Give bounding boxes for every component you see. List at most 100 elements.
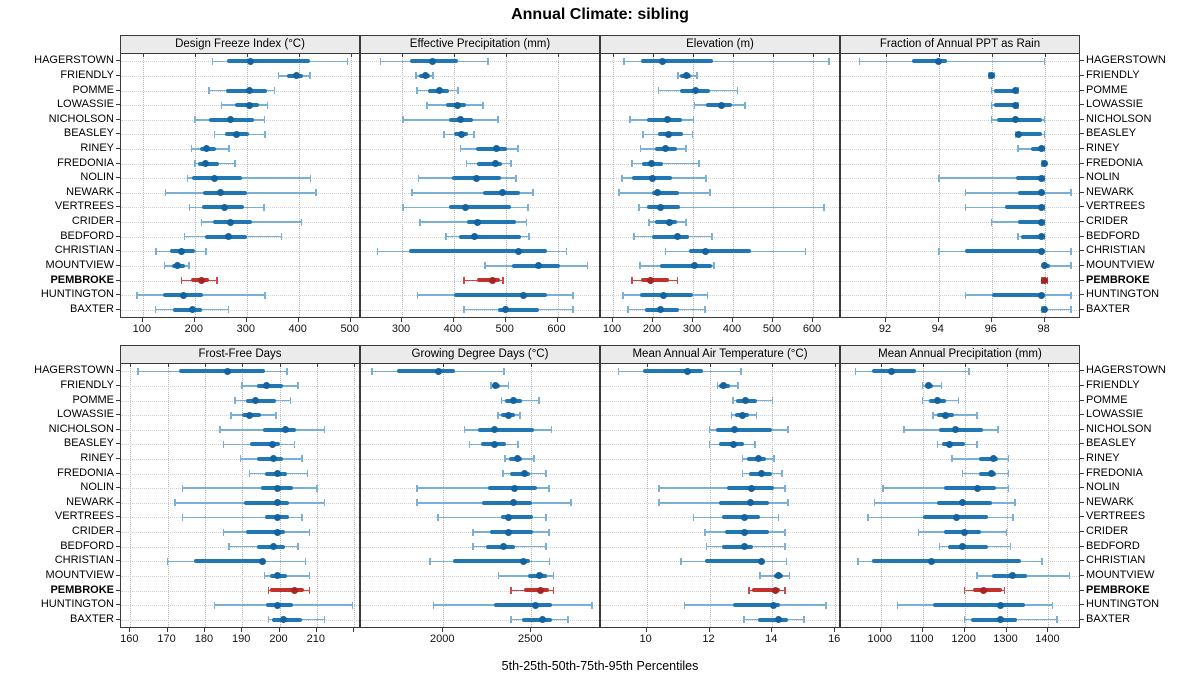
whisker-cap-high (316, 484, 318, 492)
median-dot (1041, 262, 1049, 270)
whisker-cap-high (788, 572, 791, 580)
axis-tick (166, 628, 168, 632)
station-label-right: NOLIN (1086, 171, 1120, 184)
median-dot (499, 543, 507, 551)
whisker-cap-low (932, 411, 934, 419)
whisker-cap-low (961, 470, 964, 478)
median-dot (457, 116, 465, 124)
whisker-cap-low (903, 426, 905, 434)
whisker-cap-high (502, 276, 504, 284)
row-guideline (601, 75, 839, 77)
whisker-cap-low (472, 543, 474, 551)
station-label-right: FRIENDLY (1086, 68, 1140, 81)
row-guideline (841, 309, 1079, 311)
interquartile-bar (257, 383, 284, 388)
whisker-cap-low (748, 586, 750, 594)
median-dot (281, 426, 289, 434)
whisker-cap-low (716, 382, 719, 390)
axis-tick-label: 500 (495, 323, 514, 335)
median-dot (510, 397, 518, 405)
row-guideline (361, 75, 599, 77)
median-dot (290, 586, 298, 594)
whisker-cap-high (550, 426, 553, 434)
median-dot (1038, 145, 1046, 153)
station-label-right: CHRISTIAN (1086, 244, 1146, 257)
median-dot (647, 276, 655, 284)
whisker-cap-low (938, 247, 940, 255)
median-dot (757, 557, 765, 565)
axis-tick (245, 318, 247, 322)
median-dot (274, 528, 282, 536)
whisker-cap-high (297, 382, 299, 390)
whisker-cap-low (497, 411, 499, 419)
whisker-cap-low (402, 203, 404, 211)
station-row-tick (116, 308, 120, 310)
row-guideline (601, 473, 839, 475)
whisker-cap-low (234, 397, 236, 405)
whisker-cap-high (740, 367, 742, 375)
station-label-left: MOUNTVIEW (45, 568, 114, 581)
axis-top-tick (167, 364, 169, 367)
median-dot (1038, 189, 1046, 197)
median-dot (232, 130, 240, 138)
whisker-cap-high (1005, 528, 1008, 536)
median-dot (979, 586, 987, 594)
axis-top-tick (709, 364, 711, 367)
axis-tick-label: 92 (878, 323, 892, 335)
median-dot (434, 367, 442, 375)
gridline (938, 54, 940, 317)
whisker-cap-high (517, 145, 519, 153)
axis-tick-label: 300 (682, 323, 702, 335)
whisker-cap-low (629, 116, 631, 124)
axis-tick-label: 400 (288, 323, 307, 335)
station-row-tick (1080, 279, 1084, 281)
row-guideline (121, 265, 359, 267)
median-dot (259, 557, 267, 565)
median-dot (471, 233, 479, 241)
interquartile-bar (1018, 132, 1042, 137)
whisker-cap-high (696, 72, 698, 80)
gridline (242, 364, 244, 627)
interquartile-bar (1004, 205, 1045, 210)
median-dot (491, 160, 499, 168)
median-dot (1012, 116, 1020, 124)
whisker-cap-high (1051, 601, 1054, 609)
row-guideline (361, 575, 599, 577)
gridline (773, 54, 774, 317)
interquartile-bar (722, 544, 754, 549)
whisker-cap-low (484, 262, 486, 270)
whisker-cap-low (432, 601, 435, 609)
whisker-cap-high (691, 130, 694, 138)
median-dot (245, 87, 253, 95)
interquartile-bar (408, 249, 547, 254)
axis-tick (530, 628, 532, 632)
whisker-cap-high (346, 57, 349, 65)
whisker-cap-low (730, 411, 733, 419)
interquartile-bar (172, 307, 203, 312)
interquartile-bar (659, 263, 712, 268)
gridline (316, 364, 318, 627)
panel-mean-annual-air-temperature-c: Mean Annual Air Temperature (°C) (600, 345, 840, 628)
panel-plot (841, 54, 1079, 317)
station-label-right: PEMBROKE (1086, 583, 1150, 596)
median-dot (959, 499, 966, 507)
median-dot (515, 247, 523, 255)
whisker-cap-high (692, 116, 695, 124)
station-label-right: PEMBROKE (1086, 273, 1150, 286)
row-guideline (121, 149, 359, 150)
whisker-cap-low (180, 276, 183, 284)
whisker-cap-high (323, 616, 326, 624)
station-row-tick (116, 414, 120, 416)
median-dot (924, 382, 932, 390)
panel-axis: 1000 1100 1200 1300 1400 (840, 628, 1080, 646)
axis-top-tick (246, 54, 248, 57)
interquartile-bar (972, 588, 1003, 593)
interquartile-bar (477, 161, 502, 166)
station-row-tick (116, 235, 120, 237)
axis-tick-label: 200 (184, 323, 203, 335)
median-dot (988, 470, 996, 478)
interquartile-bar (970, 617, 1017, 622)
station-row-tick (116, 60, 120, 62)
gridline (443, 364, 445, 627)
interquartile-bar (715, 427, 773, 432)
